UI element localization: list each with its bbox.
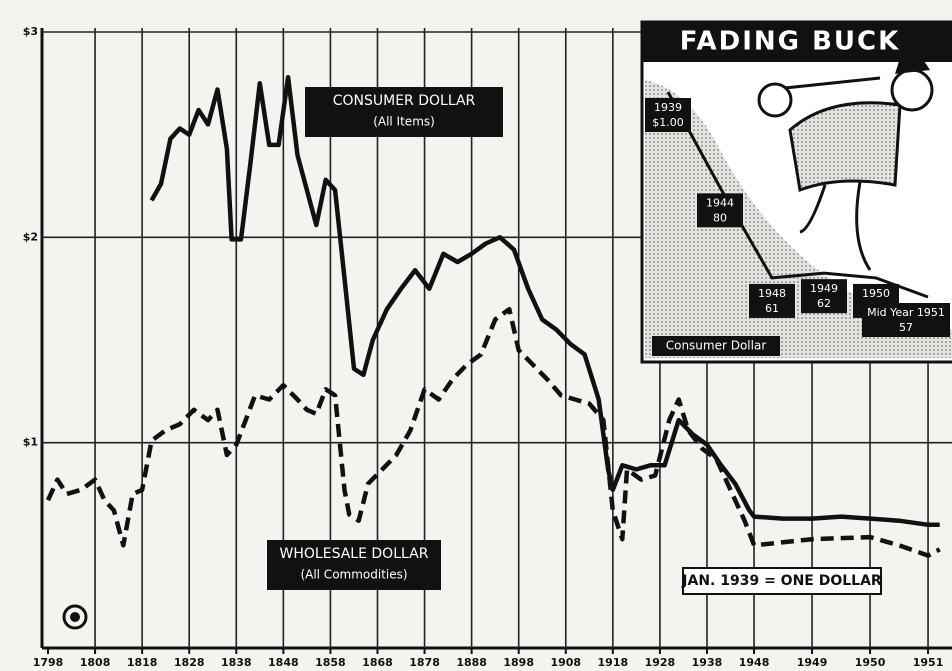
y-tick-label: $3 <box>23 25 38 38</box>
x-tick-label: 1798 <box>33 656 64 669</box>
logo-icon-dot <box>70 612 80 622</box>
annotation-box <box>267 540 441 590</box>
x-tick-label: 1848 <box>268 656 299 669</box>
x-tick-label: 1898 <box>503 656 534 669</box>
data-line <box>45 306 941 558</box>
cartoon-hat <box>895 55 930 74</box>
x-tick-label: 1938 <box>692 656 723 669</box>
inset-shading <box>645 64 952 358</box>
inset-title: FADING BUCK <box>680 27 900 57</box>
inset-value-label: 80 <box>713 211 727 224</box>
inset-value-label: 62 <box>817 297 831 310</box>
annotation-text: WHOLESALE DOLLAR <box>280 546 429 562</box>
logo-icon <box>62 604 88 630</box>
cartoon-legs <box>799 181 872 271</box>
inset-line <box>666 91 929 299</box>
inset-marks: 1939$1.00194480194861194962195061Mid Yea… <box>645 91 950 337</box>
annotation-box <box>682 567 882 595</box>
annotation-text: (All Items) <box>373 115 435 129</box>
inset-category: Mid Year 1951 <box>867 306 945 319</box>
x-tick-label: 1928 <box>645 656 676 669</box>
inset-category: 1949 <box>810 282 838 295</box>
inset-value-label: $1.00 <box>652 116 684 129</box>
inset-category: 1939 <box>654 101 682 114</box>
y-tick-label: $2 <box>23 230 38 243</box>
inset-value-label: 61 <box>765 302 779 315</box>
inset-label-box <box>652 336 780 356</box>
cartoon-bill <box>788 101 902 193</box>
cartoon-bundle <box>757 82 793 118</box>
cartoon-stick <box>784 76 881 90</box>
x-tick-label: 1878 <box>409 656 440 669</box>
x-tick-label: 1949 <box>797 656 828 669</box>
x-tick-label: 1908 <box>550 656 581 669</box>
inset-category: 1950 <box>862 287 890 300</box>
x-tick-label: 1808 <box>80 656 111 669</box>
cartoon <box>757 55 934 271</box>
inset-point-box <box>862 303 950 337</box>
inset-point-box <box>645 98 691 132</box>
inset-category: 1948 <box>758 287 786 300</box>
x-tick-label: 1828 <box>174 656 205 669</box>
x-tick-label: 1918 <box>598 656 629 669</box>
annotation-text: CONSUMER DOLLAR <box>333 93 476 109</box>
x-tick-label: 1888 <box>456 656 487 669</box>
inset-category: 1944 <box>706 196 734 209</box>
inset-value-label: 57 <box>899 321 913 334</box>
annotation-box <box>305 87 503 137</box>
x-tick-label: 1948 <box>739 656 770 669</box>
annotation-text: JAN. 1939 = ONE DOLLAR <box>681 573 882 589</box>
inset-point-box <box>697 193 743 228</box>
x-tick-label: 1858 <box>315 656 346 669</box>
x-tick-label: 1951 <box>913 656 944 669</box>
x-tick-label: 1868 <box>362 656 393 669</box>
inset-header <box>642 22 952 62</box>
cartoon-head <box>890 68 934 112</box>
x-tick-label: 1950 <box>855 656 886 669</box>
y-tick-label: $1 <box>23 436 38 449</box>
inset-point-box <box>749 283 795 318</box>
x-tick-label: 1818 <box>127 656 158 669</box>
inset-label: Consumer Dollar <box>666 339 767 353</box>
x-tick-label: 1838 <box>221 656 252 669</box>
annotation-text: (All Commodities) <box>300 568 407 582</box>
inset-point-box <box>801 279 847 314</box>
inset: FADING BUCK 1939 $1.00 1944 80 1948 61 1949 62 1… <box>640 20 952 364</box>
